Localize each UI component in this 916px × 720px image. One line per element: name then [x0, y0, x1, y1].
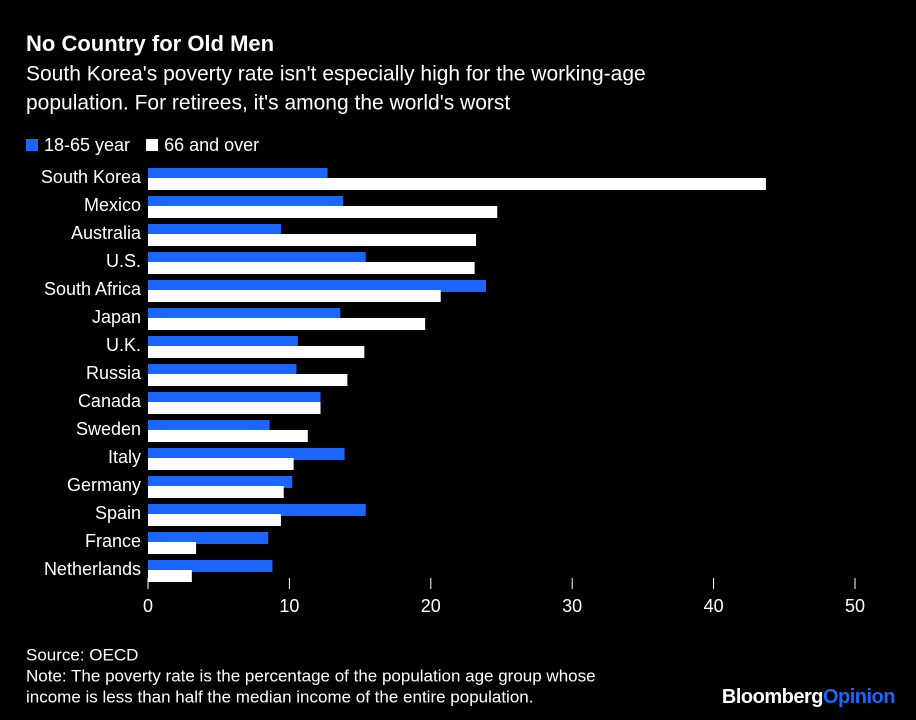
bar — [148, 514, 281, 526]
y-tick-label: Mexico — [84, 195, 141, 215]
legend-swatch — [146, 139, 159, 151]
bar — [148, 374, 348, 386]
y-tick-label: Italy — [108, 447, 141, 467]
brand-name: Bloomberg — [722, 686, 823, 708]
y-tick-label: South Africa — [44, 279, 142, 299]
bar — [148, 262, 475, 274]
bar — [148, 570, 192, 582]
bar — [148, 168, 328, 180]
source: Source: OECD — [26, 645, 138, 664]
x-tick-label: 50 — [845, 596, 865, 616]
bar — [148, 196, 344, 208]
bar — [148, 430, 308, 442]
y-tick-label: Canada — [78, 391, 142, 411]
bar — [148, 318, 426, 330]
bar — [148, 560, 273, 572]
subtitle: South Korea's poverty rate isn't especia… — [26, 63, 646, 86]
bar — [148, 308, 341, 320]
legend-label: 18-65 year — [44, 135, 130, 155]
brand: BloombergOpinion — [722, 686, 895, 708]
bar — [148, 476, 293, 488]
bar — [148, 224, 281, 236]
x-tick-label: 10 — [279, 596, 299, 616]
x-tick-label: 20 — [421, 596, 441, 616]
bar — [148, 532, 269, 544]
bar — [148, 234, 477, 246]
bar — [148, 178, 766, 190]
y-tick-label: France — [85, 531, 141, 551]
y-tick-label: Russia — [86, 363, 142, 383]
bar — [148, 252, 366, 264]
bar — [148, 420, 270, 432]
subtitle: population. For retirees, it's among the… — [26, 92, 510, 115]
bar — [148, 402, 321, 414]
legend-swatch — [26, 139, 38, 151]
bar — [148, 504, 366, 516]
y-tick-label: Netherlands — [44, 559, 141, 579]
x-tick-label: 40 — [704, 596, 724, 616]
chart-title: No Country for Old Men — [26, 31, 274, 56]
x-tick-label: 30 — [562, 596, 582, 616]
bar — [148, 542, 197, 554]
bar — [148, 458, 294, 470]
note: Note: The poverty rate is the percentage… — [26, 666, 596, 685]
note: income is less than half the median inco… — [26, 687, 533, 706]
bar — [148, 280, 486, 292]
y-tick-label: South Korea — [41, 167, 142, 187]
bar — [148, 290, 441, 302]
y-tick-label: Spain — [95, 503, 141, 523]
bar — [148, 336, 298, 348]
brand-name: Opinion — [823, 686, 895, 708]
y-tick-label: U.S. — [106, 251, 141, 271]
bar — [148, 206, 498, 218]
y-tick-label: Sweden — [76, 419, 141, 439]
bar — [148, 346, 365, 358]
y-tick-label: Australia — [71, 223, 142, 243]
bar — [148, 392, 321, 404]
bar — [148, 486, 284, 498]
y-tick-label: U.K. — [106, 335, 141, 355]
y-tick-label: Japan — [92, 307, 141, 327]
y-tick-label: Germany — [67, 475, 141, 495]
x-tick-label: 0 — [143, 596, 153, 616]
legend-label: 66 and over — [164, 135, 259, 155]
bar — [148, 364, 297, 376]
bar — [148, 448, 345, 460]
